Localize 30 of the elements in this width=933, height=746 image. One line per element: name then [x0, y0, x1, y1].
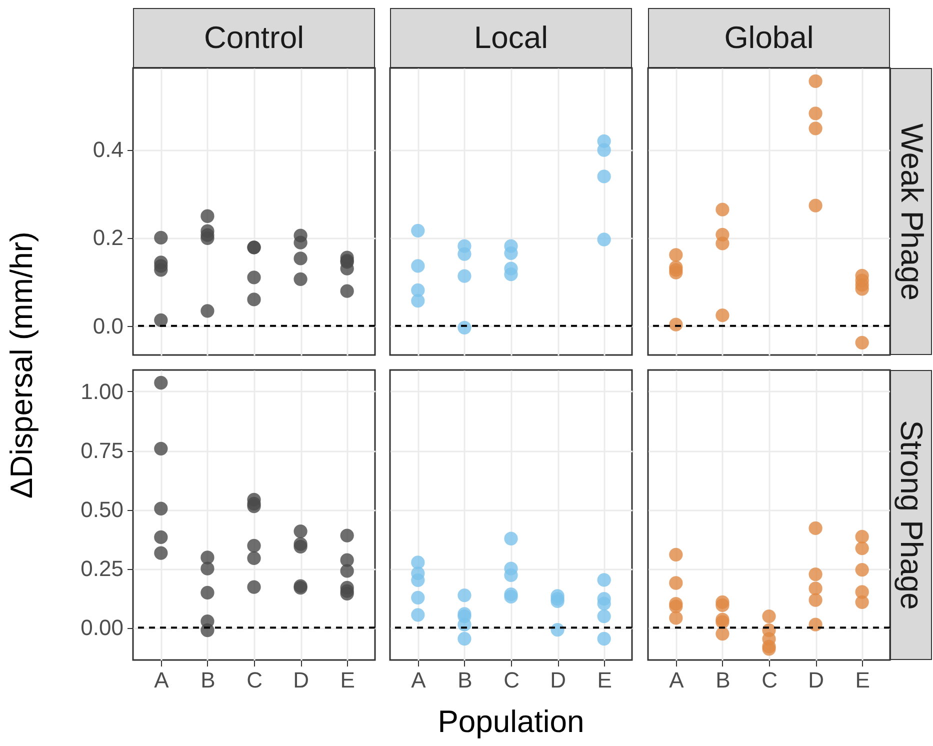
x-tick-label: B — [716, 668, 730, 692]
y-tick-label: 0.4 — [92, 137, 124, 162]
x-tick-label: E — [597, 668, 612, 692]
x-tick-label: A — [411, 668, 426, 692]
y-tick-label: 0.75 — [80, 438, 124, 464]
y-tick-label: 0.25 — [80, 556, 124, 582]
x-tick-label: A — [154, 668, 170, 692]
x-tick-label: C — [504, 668, 520, 692]
x-tick-label: D — [808, 668, 824, 692]
x-tick-label: B — [200, 668, 216, 692]
chart-title: Global — [648, 8, 890, 68]
y-tick-label: 0.0 — [92, 313, 124, 338]
y2-axis-title: Weak Phage — [893, 123, 929, 300]
y-tick-label: 0.00 — [80, 615, 124, 640]
y-tick-label: 0.50 — [80, 497, 124, 522]
y-tick-label: 0.2 — [92, 225, 124, 250]
y2-axis-title: Strong Phage — [893, 420, 929, 610]
y-tick-label: 1.00 — [80, 378, 124, 404]
x-axis-title: Population — [438, 704, 584, 740]
x-tick-label: E — [340, 668, 355, 692]
x-tick-label: B — [458, 668, 472, 692]
x-tick-label: D — [293, 668, 309, 692]
chart-title: Local — [390, 8, 632, 68]
x-tick-label: C — [762, 668, 778, 692]
x-tick-label: D — [550, 668, 566, 692]
chart-title: Control — [133, 8, 375, 68]
x-tick-label: E — [855, 668, 870, 692]
y-axis-title: ΔDispersal (mm/hr) — [4, 232, 40, 498]
x-tick-label: C — [246, 668, 263, 692]
x-tick-label: A — [669, 668, 684, 692]
